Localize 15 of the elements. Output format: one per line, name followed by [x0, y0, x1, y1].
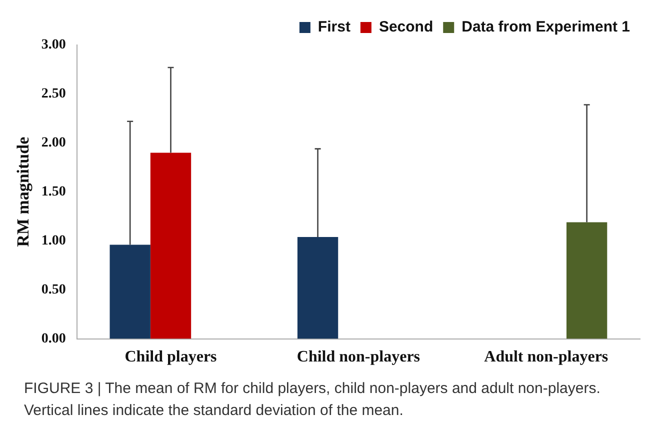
legend-label: First: [318, 18, 350, 36]
y-axis-title: RM magnitude: [14, 136, 33, 247]
legend-label: Second: [378, 18, 434, 36]
y-tick-label: 1.50: [41, 184, 66, 200]
y-tick-label: 2.50: [41, 86, 66, 102]
x-tick-label: Adult non-players: [484, 348, 608, 366]
x-tick-label: Child players: [124, 348, 217, 366]
y-tick-label: 2.00: [41, 136, 66, 151]
legend-label: Data from Experiment 1: [462, 18, 630, 36]
x-tick-label: Child non-players: [296, 348, 420, 366]
y-tick-label: 0.50: [41, 282, 66, 298]
y-tick-label: 0.00: [41, 331, 66, 346]
caption: FIGURE 3 | The mean of RM for child players, child non-players and adult non-players. Vertical lines indicate the standard deviation of the mean.: [24, 379, 602, 421]
y-tick-label: 3.00: [41, 38, 66, 53]
y-tick-label: 1.00: [41, 233, 66, 248]
